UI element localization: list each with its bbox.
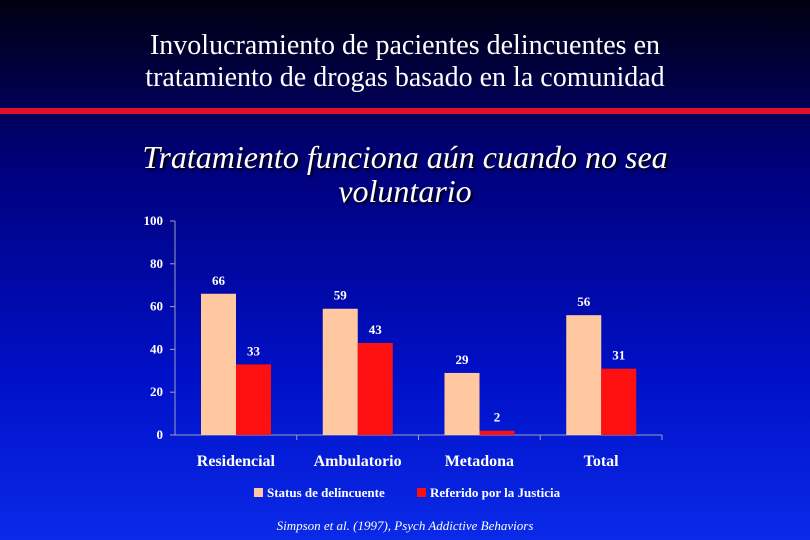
data-label: 56 [577, 294, 591, 309]
slide-title-line-1: Involucramiento de pacientes delincuente… [149, 30, 660, 61]
slide-subtitle: Tratamiento funciona aún cuando no sea v… [0, 140, 810, 208]
slide-title: Involucramiento de pacientes delincuente… [0, 30, 810, 94]
legend-label: Status de delincuente [267, 485, 385, 500]
legend-label: Referido por la Justicia [430, 485, 561, 500]
bar-delincuente [444, 372, 480, 435]
bar-justicia [601, 368, 637, 435]
legend-swatch [417, 488, 426, 497]
y-tick-label: 100 [144, 213, 164, 228]
data-label: 59 [334, 288, 348, 303]
bar-justicia [479, 430, 515, 435]
slide-title-line-2: tratamiento de drogas basado en la comun… [145, 62, 665, 93]
category-label: Metadona [445, 453, 514, 470]
y-tick-label: 0 [157, 427, 164, 442]
data-label: 43 [369, 322, 383, 337]
data-label: 29 [456, 352, 470, 367]
slide-subtitle-line-1: Tratamiento funciona aún cuando no sea [142, 139, 668, 175]
data-label: 66 [212, 273, 226, 288]
y-tick-label: 20 [150, 384, 163, 399]
bar-delincuente [201, 293, 236, 435]
data-label: 31 [612, 348, 625, 363]
y-tick-label: 60 [150, 299, 163, 314]
bar-justicia [236, 364, 271, 435]
source-credit: Simpson et al. (1997), Psych Addictive B… [276, 518, 534, 533]
data-label: 33 [247, 343, 261, 358]
bar-delincuente [566, 315, 602, 435]
bar-justicia [357, 342, 393, 435]
category-label: Total [584, 453, 620, 470]
legend-swatch [254, 488, 263, 497]
category-label: Residencial [197, 453, 276, 470]
category-label: Ambulatorio [314, 453, 402, 470]
slide-subtitle-line-2: voluntario [338, 173, 472, 209]
data-label: 2 [494, 410, 501, 425]
y-tick-label: 80 [150, 256, 163, 271]
title-divider [0, 108, 810, 114]
y-tick-label: 40 [150, 341, 163, 356]
bar-delincuente [322, 308, 358, 435]
